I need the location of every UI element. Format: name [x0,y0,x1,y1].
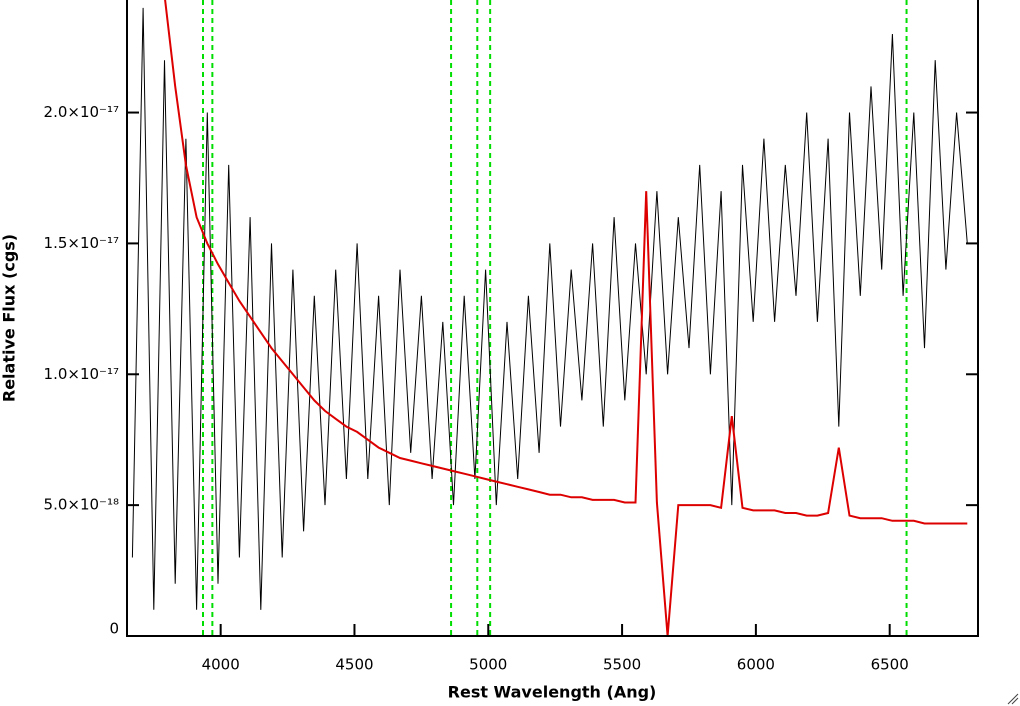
x-tick-label: 5500 [603,656,641,674]
x-tick-label: 4000 [202,656,240,674]
series-line [131,7,968,610]
resize-grip [1007,693,1019,705]
plot-area [131,0,968,636]
series-line [164,0,968,636]
y-axis-label: Relative Flux (cgs) [0,234,19,402]
y-tick-label: 2.0×10⁻¹⁷ [44,103,119,121]
y-tick-label: 5.0×10⁻¹⁸ [44,496,119,514]
y-tick-label: 0 [109,620,119,638]
x-axis-label: Rest Wavelength (Ang) [448,683,657,702]
x-tick-label: 4500 [335,656,373,674]
frame [126,0,979,637]
y-tick-label: 1.5×10⁻¹⁷ [44,234,119,252]
x-tick-label: 5000 [469,656,507,674]
y-tick-label: 1.0×10⁻¹⁷ [44,365,119,383]
x-tick-label: 6500 [871,656,909,674]
x-tick-label: 6000 [737,656,775,674]
